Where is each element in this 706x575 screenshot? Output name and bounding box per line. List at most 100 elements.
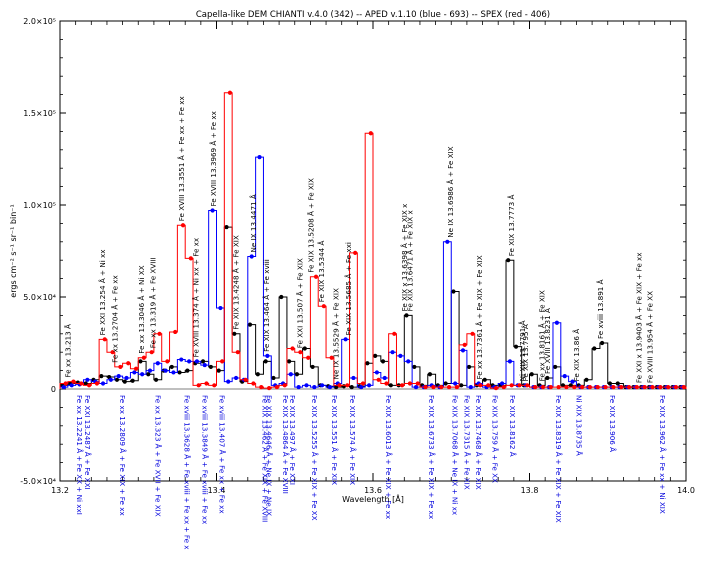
annotation-bottom: Fe xviii 13.3628 Å + Fe xviii + Fe xx + … <box>182 395 191 550</box>
data-point <box>365 361 370 366</box>
data-point <box>218 305 223 311</box>
series-spex <box>59 90 687 391</box>
data-point <box>615 381 620 386</box>
data-point <box>634 385 639 390</box>
data-point <box>673 385 679 390</box>
data-point <box>232 331 237 336</box>
data-point <box>366 383 372 388</box>
annotation-top: Ne IX 13.4471 Å <box>249 194 258 252</box>
data-point <box>202 362 207 368</box>
data-point <box>265 353 270 358</box>
data-point <box>572 385 577 390</box>
data-point <box>595 385 600 390</box>
annotation-top: Fe XIX 13.5208 Å + Fe XIX <box>307 178 316 273</box>
data-point <box>570 379 575 384</box>
data-point <box>251 381 256 386</box>
y-tick-label: 1.5×10⁵ <box>23 109 56 118</box>
annotation-bottom: Fe XIX 13.7315 Å + Fe XIX <box>462 395 471 490</box>
data-point <box>351 375 356 381</box>
y-tick-label: 1.0×10⁵ <box>23 201 56 210</box>
data-point <box>650 385 655 390</box>
data-point <box>235 350 240 355</box>
annotation-top: Ni XIX 13.7791 Å <box>518 320 527 381</box>
x-tick-label: 13.6 <box>364 486 382 495</box>
data-point <box>349 385 354 390</box>
data-point <box>153 377 159 382</box>
data-point <box>147 368 153 373</box>
data-point <box>470 331 475 336</box>
data-point <box>263 359 268 364</box>
data-point <box>587 385 593 390</box>
data-point <box>173 329 178 335</box>
data-point <box>114 377 120 382</box>
data-point <box>313 274 319 279</box>
data-point <box>233 375 239 381</box>
data-point <box>500 381 505 386</box>
data-point <box>146 372 151 377</box>
annotation-bottom: Fe xx 13.323 Å + Fe XVII + Fe XIX <box>153 395 162 517</box>
data-point <box>398 353 403 358</box>
data-point <box>102 337 107 342</box>
data-point <box>407 381 413 386</box>
data-point <box>507 359 513 364</box>
data-point <box>568 383 573 388</box>
data-point <box>388 383 393 388</box>
data-point <box>415 381 420 386</box>
data-point <box>327 385 333 390</box>
data-point <box>562 374 567 379</box>
data-point <box>412 364 417 370</box>
annotation-top: Ne IX 13.6986 Å + Fe XIX <box>446 146 455 237</box>
annotation-bottom: Fe XIX 13.4864 Å + Fe XVIII <box>281 395 290 494</box>
data-point <box>306 355 311 360</box>
data-point <box>227 90 233 95</box>
data-point <box>376 377 381 382</box>
annotation-bottom: Fe XIX 13.7468 Å + Fe XIX <box>474 395 483 490</box>
annotation-bottom: Fe XIX 13.574 Å + Fe XIX <box>348 395 357 485</box>
data-point <box>529 372 534 377</box>
x-tick-label: 14.0 <box>677 486 695 495</box>
data-point <box>130 378 135 383</box>
annotation-bottom: Fe XIX 13.5255 Å + Fe XIX + Fe XX <box>310 395 319 521</box>
data-point <box>592 346 597 351</box>
annotation-top: Fe XIX 13.6471 Å + Fe XIX x <box>405 209 414 311</box>
y-tick-label: 2.0×10⁵ <box>23 17 56 26</box>
annotation-top: Fe xx 13.213 Å <box>63 324 72 378</box>
data-point <box>185 368 190 373</box>
annotation-top: Fe XIX 13.5685 Å + Fe xxi <box>344 242 353 335</box>
data-point <box>271 375 276 381</box>
data-point <box>423 385 428 390</box>
data-point <box>108 377 113 382</box>
data-point <box>611 385 616 390</box>
annotation-bottom: Ni XIX 13.8735 Å <box>574 395 583 456</box>
data-point <box>132 370 137 375</box>
data-point <box>312 385 317 390</box>
data-point <box>439 385 444 390</box>
data-point <box>266 385 272 391</box>
data-point <box>287 359 292 364</box>
data-point <box>540 385 546 390</box>
data-point <box>607 381 613 386</box>
data-point <box>298 350 303 355</box>
annotation-bottom: Fe XIX 13.551 Å + Fe XIX <box>330 395 339 485</box>
data-point <box>681 385 686 390</box>
annotation-top: Fe xviii 13.891 Å <box>596 279 605 339</box>
annotation-top: Fe XIX x 13.6398 Å + Fe XIX x <box>400 203 409 311</box>
data-point <box>533 385 538 390</box>
data-point <box>619 385 624 390</box>
data-point <box>374 370 380 375</box>
data-point <box>460 348 466 353</box>
data-point <box>392 331 397 336</box>
data-point <box>179 357 184 362</box>
data-point <box>177 370 182 375</box>
data-point <box>404 313 409 318</box>
data-point <box>99 374 104 379</box>
data-point <box>320 383 325 388</box>
annotation-top: Fe xx 13.7361 Å + Fe XIX + Fe XIX <box>475 255 484 379</box>
data-point <box>249 254 254 259</box>
annotation-bottom: Fe XIX 13.6013 Å + Fe XIX + Fe xx <box>384 395 393 520</box>
annotation-bottom: Fe XIX 13.462 Å + Fe XIX + Fe XVIII <box>261 395 270 522</box>
data-point <box>427 372 433 377</box>
data-point <box>188 256 193 261</box>
data-point <box>122 379 127 384</box>
